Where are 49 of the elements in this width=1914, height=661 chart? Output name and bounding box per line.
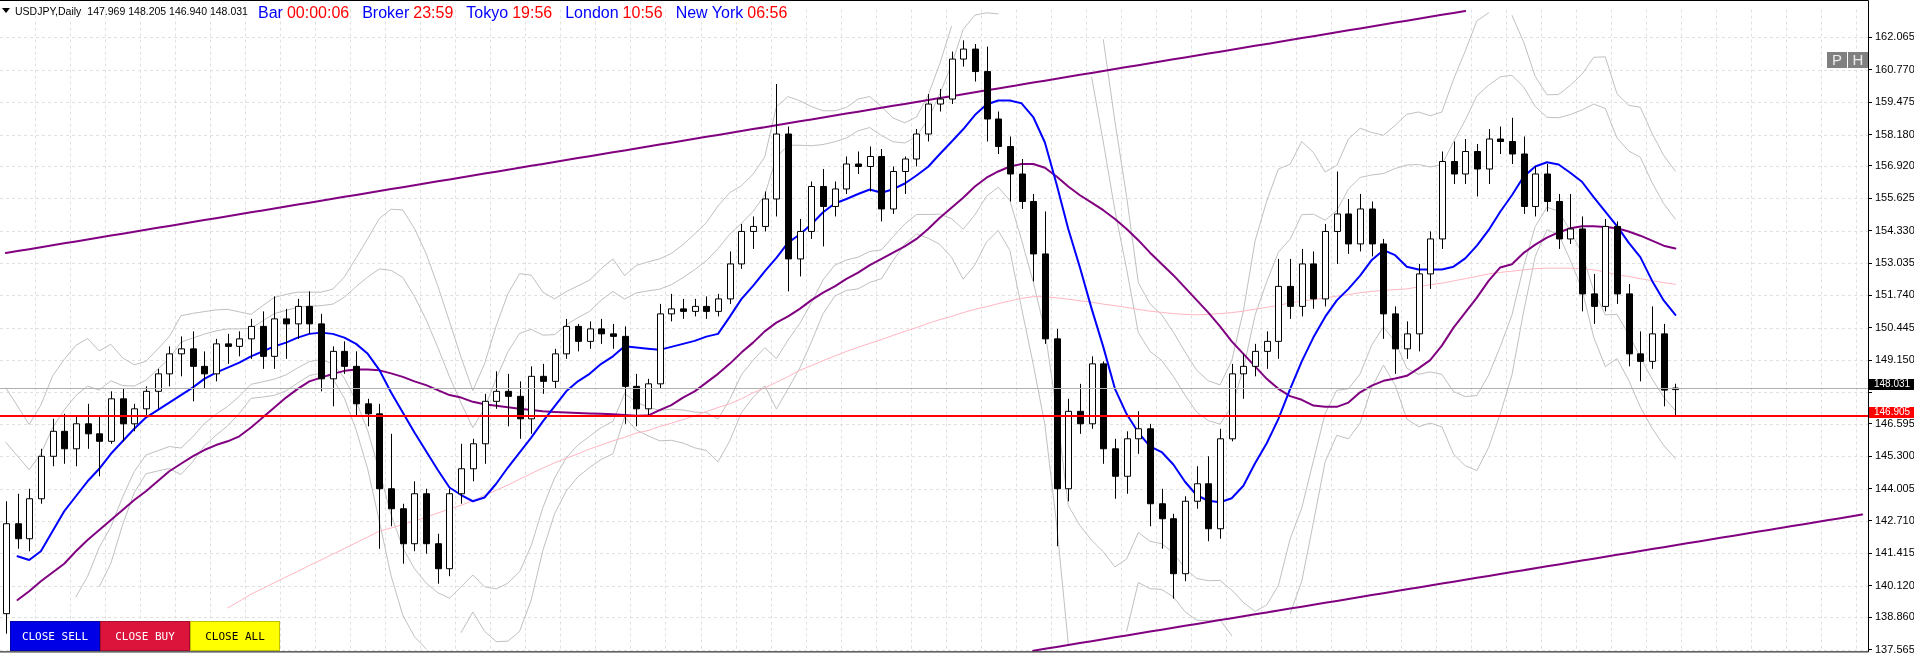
annotation: Bar 00:00:06 <box>258 4 350 21</box>
y-tick-label: 153.035 <box>1875 256 1914 269</box>
y-tick-label: 150.445 <box>1875 320 1914 333</box>
y-tick-label: 151.740 <box>1875 288 1914 301</box>
ref-line-label: 146.905 <box>1874 406 1911 418</box>
y-tick-label: 146.595 <box>1875 416 1914 429</box>
y-tick-label: 156.920 <box>1875 159 1914 172</box>
y-tick-label: 137.565 <box>1875 642 1914 655</box>
y-tick-label: 149.150 <box>1875 353 1914 366</box>
ref-line-label: 148.031 <box>1874 378 1911 390</box>
y-tick-label: 159.475 <box>1875 95 1914 108</box>
y-tick-label: 154.330 <box>1875 223 1914 236</box>
annotation: London 10:56 <box>565 4 663 21</box>
annotation: Tokyo 19:56 <box>466 4 553 21</box>
button: P <box>1827 52 1847 68</box>
candlestick <box>587 320 594 350</box>
candlestick <box>680 298 687 320</box>
y-tick-label: 141.415 <box>1875 546 1914 559</box>
candlestick <box>155 368 162 410</box>
y-tick-label: 142.710 <box>1875 514 1914 527</box>
annotation: New York 06:56 <box>675 4 788 21</box>
y-tick-label: 158.180 <box>1875 127 1914 140</box>
candlestick <box>832 180 839 217</box>
y-tick-label: 144.005 <box>1875 481 1914 494</box>
chart-subtitle: 147.969 148.205 146.940 148.031 <box>87 5 248 17</box>
y-tick-label: 162.065 <box>1875 30 1914 43</box>
candlestick <box>610 323 617 350</box>
candlestick <box>867 146 874 192</box>
y-tick-label: 160.770 <box>1875 62 1914 75</box>
candlestick <box>1637 330 1644 382</box>
candlestick <box>236 330 243 357</box>
candlestick <box>1194 465 1201 510</box>
candlestick <box>225 333 232 365</box>
y-tick-label: 145.300 <box>1875 449 1914 462</box>
y-tick-label: 155.625 <box>1875 191 1914 204</box>
candlestick <box>820 168 827 247</box>
chart-title: USDJPY,Daily <box>15 5 82 17</box>
button: CLOSE BUY <box>100 621 190 651</box>
candlestick <box>1334 170 1341 265</box>
y-tick-label: 138.860 <box>1875 610 1914 623</box>
candlestick <box>96 415 103 477</box>
button: H <box>1848 52 1868 68</box>
button: CLOSE ALL <box>190 621 280 651</box>
annotation: Broker 23:59 <box>362 4 454 21</box>
candlestick <box>1591 273 1598 325</box>
y-tick-label: 140.120 <box>1875 578 1914 591</box>
button: CLOSE SELL <box>10 621 100 651</box>
candlestick <box>715 293 722 317</box>
candlestick <box>190 330 197 402</box>
